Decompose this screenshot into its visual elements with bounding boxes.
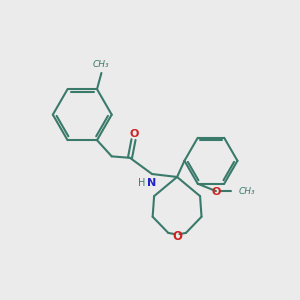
Text: O: O — [129, 129, 139, 139]
Text: O: O — [211, 187, 220, 197]
Text: H: H — [138, 178, 146, 188]
Text: CH₃: CH₃ — [93, 60, 110, 69]
Text: O: O — [172, 230, 182, 243]
Text: N: N — [147, 178, 157, 188]
Text: CH₃: CH₃ — [238, 187, 255, 196]
